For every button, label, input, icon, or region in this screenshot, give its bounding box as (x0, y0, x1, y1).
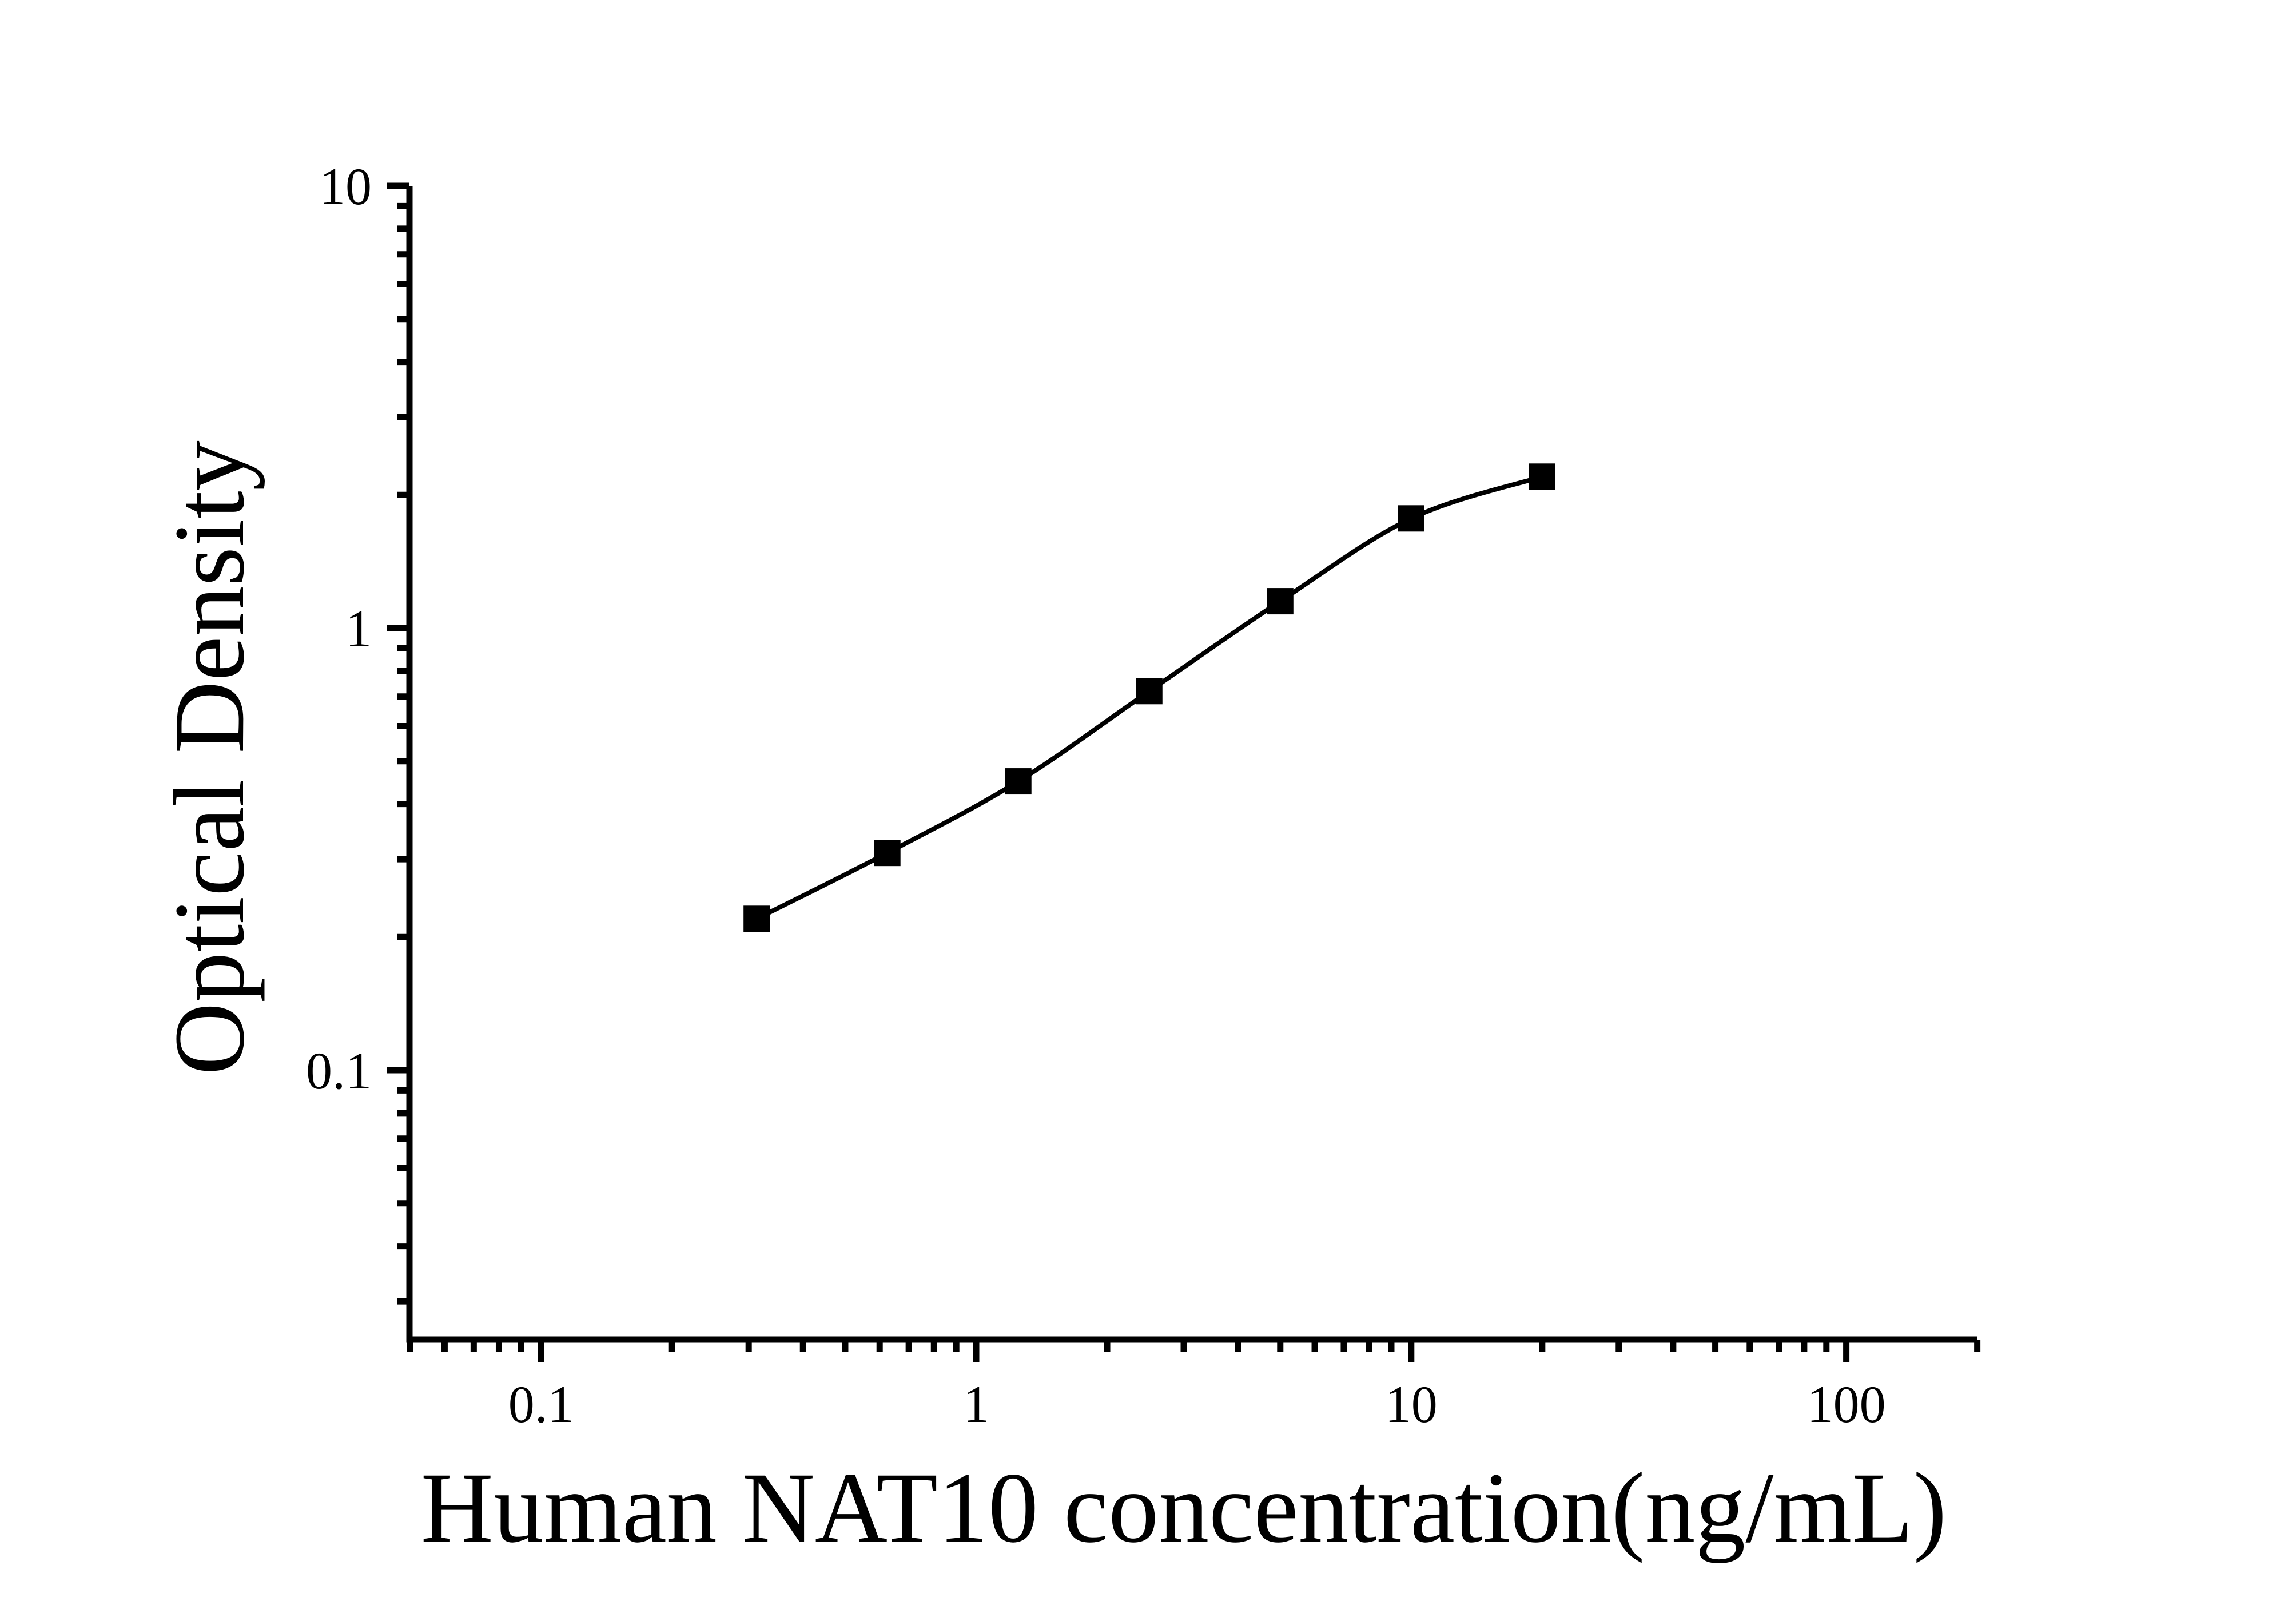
data-point-marker (874, 840, 901, 867)
data-points-layer (743, 463, 1555, 932)
x-tick-labels: 0.1 1 10 100 (508, 1375, 1886, 1433)
y-tick-label: 10 (319, 157, 372, 216)
x-tick-label: 1 (963, 1375, 989, 1433)
y-axis-ticks (387, 182, 409, 1305)
x-axis-title: Human NAT10 concentration(ng/mL) (421, 1452, 1947, 1564)
data-point-marker (1136, 678, 1163, 705)
data-point-marker (1267, 588, 1294, 615)
y-tick-labels: 0.1 1 10 (306, 157, 372, 1100)
data-point-marker (1005, 768, 1032, 795)
x-tick-label: 0.1 (508, 1375, 574, 1433)
x-tick-label: 10 (1385, 1375, 1438, 1433)
data-point-marker (743, 905, 770, 932)
data-point-marker (1398, 505, 1424, 532)
y-axis-title: Optical Density (154, 440, 265, 1075)
y-tick-label: 1 (345, 599, 372, 658)
x-axis-ticks (407, 1340, 1981, 1362)
data-point-marker (1529, 463, 1555, 490)
axis-lines (406, 186, 1977, 1343)
axes (406, 186, 1977, 1343)
y-tick-label: 0.1 (306, 1042, 372, 1100)
x-tick-label: 100 (1807, 1375, 1886, 1433)
